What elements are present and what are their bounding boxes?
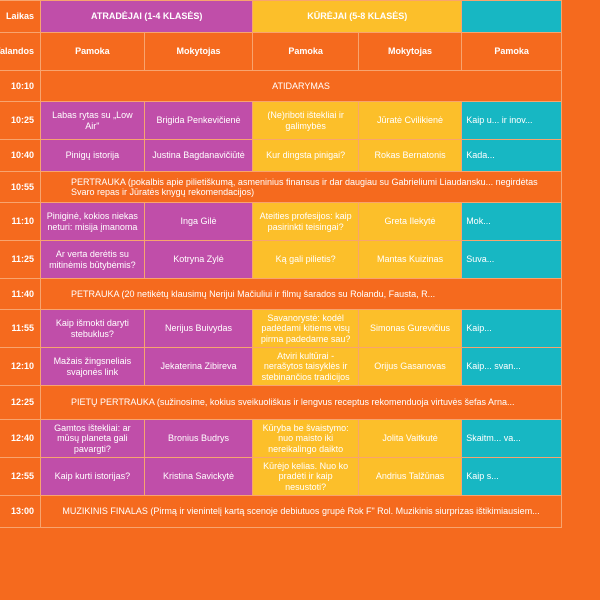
lesson-cell: Ką gali pilietis? [252, 240, 359, 279]
time-cell: 12:10 [0, 347, 42, 386]
table-row: 10:25 Labas rytas su „Low Air" Brigida P… [0, 101, 562, 140]
time-cell: 10:55 [0, 171, 42, 203]
table-row: 11:40 PETRAUKA (20 netikėtų klausimų Ner… [0, 278, 562, 310]
time-cell: 12:55 [0, 457, 42, 496]
table-row: 10:10 ATIDARYMAS [0, 70, 562, 102]
lesson-cell: Savanorystė: kodėl padėdami kitiems visų… [252, 309, 359, 348]
lesson-cell: Mok... [461, 202, 562, 241]
teacher-cell: Jekaterina Zibireva [143, 347, 254, 386]
time-header: Laikas [0, 0, 42, 33]
table-row: 11:55 Kaip išmokti daryti stebuklus? Ner… [0, 309, 562, 348]
lesson-cell: Kada... [461, 139, 562, 172]
table-row: 13:00 MUZIKINIS FINALAS (Pirmą ir vienin… [0, 495, 562, 528]
table-row: 10:40 Pinigų istorija Justina Bagdanavič… [0, 139, 562, 172]
table-row: 12:25 PIETŲ PERTRAUKA (sužinosime, kokiu… [0, 385, 562, 420]
teacher-cell: Mantas Kuizinas [357, 240, 463, 279]
break-cell: PERTRAUKA (pokalbis apie pilietiškumą, a… [40, 171, 562, 203]
lesson-cell: Kaip kurti istorijas? [40, 457, 145, 496]
lesson-cell: Atviri kultūrai - nerašytos taisyklės ir… [252, 347, 359, 386]
lesson-cell: Suva... [461, 240, 562, 279]
time-cell: 12:25 [0, 385, 42, 420]
col-pamoka-t: Pamoka [461, 32, 562, 71]
time-cell: 12:40 [0, 419, 42, 458]
lesson-cell: Labas rytas su „Low Air" [40, 101, 145, 140]
teacher-cell: Justina Bagdanavičiūtė [143, 139, 254, 172]
teacher-cell: Jūratė Cvilikienė [357, 101, 463, 140]
teacher-cell: Kotryna Zylė [143, 240, 254, 279]
time-cell: 11:10 [0, 202, 42, 241]
teacher-cell: Nerijus Buivydas [143, 309, 254, 348]
col-pamoka-a: Pamoka [40, 32, 145, 71]
break-cell: PIETŲ PERTRAUKA (sužinosime, kokius svei… [40, 385, 562, 420]
group-kurejai: KŪRĖJAI (5-8 KLASĖS) [252, 0, 463, 33]
time-cell: 11:25 [0, 240, 42, 279]
teacher-cell: Brigida Penkevičienė [143, 101, 254, 140]
teacher-cell: Andrius Talžūnas [357, 457, 463, 496]
table-row: 12:10 Mažais žingsneliais svajonės link … [0, 347, 562, 386]
time-cell: 13:00 [0, 495, 42, 528]
table-row: 11:25 Ar verta derėtis su mitinėmis būty… [0, 240, 562, 279]
lesson-cell: Kaip u... ir inov... [461, 101, 562, 140]
lesson-cell: Kaip išmokti daryti stebuklus? [40, 309, 145, 348]
schedule-table: Laikas ATRADĖJAI (1-4 KLASĖS) KŪRĖJAI (5… [0, 0, 562, 528]
lesson-cell: (Ne)riboti ištekliai ir galimybės [252, 101, 359, 140]
col-mokytojas-k: Mokytojas [357, 32, 463, 71]
lesson-cell: Skaitm... va... [461, 419, 562, 458]
lesson-cell: Pinigų istorija [40, 139, 145, 172]
teacher-cell: Kristina Savickytė [143, 457, 254, 496]
time-cell: 11:40 [0, 278, 42, 310]
time-cell: 10:40 [0, 139, 42, 172]
table-row: 12:55 Kaip kurti istorijas? Kristina Sav… [0, 457, 562, 496]
lesson-cell: Ateities profesijos: kaip pasirinkti tei… [252, 202, 359, 241]
group-third [461, 0, 562, 33]
header-row-columns: Valandos Pamoka Mokytojas Pamoka Mokytoj… [0, 32, 562, 71]
teacher-cell: Inga Gilė [143, 202, 254, 241]
time-cell: 11:55 [0, 309, 42, 348]
time-subheader: Valandos [0, 32, 42, 71]
lesson-cell: Kūryba be švaistymo: nuo maisto iki nere… [252, 419, 359, 458]
lesson-cell: Kūrėjo kelias. Nuo ko pradėti ir kaip ne… [252, 457, 359, 496]
teacher-cell: Greta Ilekytė [357, 202, 463, 241]
col-mokytojas-a: Mokytojas [143, 32, 254, 71]
lesson-cell: Kaip... [461, 309, 562, 348]
teacher-cell: Orijus Gasanovas [357, 347, 463, 386]
teacher-cell: Simonas Gurevičius [357, 309, 463, 348]
header-row-groups: Laikas ATRADĖJAI (1-4 KLASĖS) KŪRĖJAI (5… [0, 0, 562, 33]
table-row: 11:10 Piniginė, kokios niekas neturi: mi… [0, 202, 562, 241]
break-cell: ATIDARYMAS [40, 70, 562, 102]
lesson-cell: Ar verta derėtis su mitinėmis būtybėmis? [40, 240, 145, 279]
lesson-cell: Kur dingsta pinigai? [252, 139, 359, 172]
time-cell: 10:25 [0, 101, 42, 140]
table-row: 12:40 Gamtos ištekliai: ar mūsų planeta … [0, 419, 562, 458]
break-cell: PETRAUKA (20 netikėtų klausimų Nerijui M… [40, 278, 562, 310]
break-cell: MUZIKINIS FINALAS (Pirmą ir vienintelį k… [40, 495, 562, 528]
teacher-cell: Jolita Vaitkutė [357, 419, 463, 458]
teacher-cell: Rokas Bernatonis [357, 139, 463, 172]
lesson-cell: Mažais žingsneliais svajonės link [40, 347, 145, 386]
lesson-cell: Kaip... svan... [461, 347, 562, 386]
group-atradejai: ATRADĖJAI (1-4 KLASĖS) [40, 0, 254, 33]
lesson-cell: Gamtos ištekliai: ar mūsų planeta gali p… [40, 419, 145, 458]
col-pamoka-k: Pamoka [252, 32, 359, 71]
time-cell: 10:10 [0, 70, 42, 102]
table-row: 10:55 PERTRAUKA (pokalbis apie pilietišk… [0, 171, 562, 203]
lesson-cell: Kaip s... [461, 457, 562, 496]
lesson-cell: Piniginė, kokios niekas neturi: misija į… [40, 202, 145, 241]
teacher-cell: Bronius Budrys [143, 419, 254, 458]
